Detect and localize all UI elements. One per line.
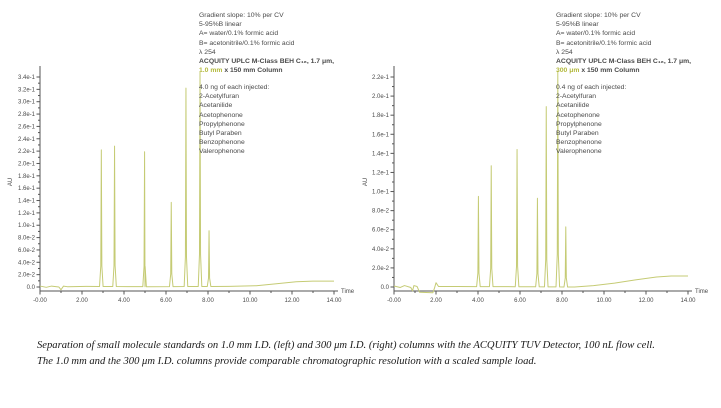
column-id-highlight: 1.0 mm (199, 67, 223, 75)
y-tick-label: 1.4e-1 (18, 199, 36, 205)
y-axis-title: AU (8, 178, 14, 186)
y-tick-label: 3.0e-1 (18, 100, 36, 106)
compound-name: Valerophenone (199, 148, 245, 156)
x-axis-title: Time (695, 289, 709, 295)
y-axis-title: AU (363, 178, 369, 186)
y-tick-label: 8.0e-2 (18, 236, 36, 242)
column-dimension-line: 300 μm x 150 mm Column (556, 66, 691, 75)
caption-line-1: Separation of small molecule standards o… (37, 340, 655, 351)
y-tick-label: 2.4e-1 (18, 137, 36, 143)
condition-line: Gradient slope: 10% per CV (199, 12, 284, 19)
y-tick-label: 2.0e-1 (372, 94, 390, 100)
condition-line: A= water/0.1% formic acid (199, 30, 279, 38)
compound-name: Acetanilide (556, 102, 590, 110)
condition-line: B= acetonitrile/0.1% formic acid (199, 39, 295, 47)
y-tick-label: 2.8e-1 (18, 112, 36, 118)
x-tick-label: 10.00 (242, 298, 258, 304)
caption-line-2: The 1.0 mm and the 300 μm I.D. columns p… (37, 355, 537, 367)
chromatogram-trace (39, 71, 334, 291)
y-tick-label: 6.0e-2 (18, 248, 36, 254)
y-tick-label: 2.2e-1 (18, 149, 36, 155)
compound-name: Acetophenone (199, 111, 243, 119)
compound-name: Propylphenone (556, 120, 602, 128)
right-chart-conditions: Gradient slope: 10% per CV 5-95%B linear A… (556, 11, 691, 75)
x-tick-label: 8.00 (202, 298, 214, 304)
x-tick-label: 2.00 (430, 298, 442, 304)
y-tick-label: 2.0e-2 (372, 266, 390, 272)
compound-name: Butyl Paraben (556, 130, 599, 138)
y-tick-label: 1.6e-1 (18, 186, 36, 192)
x-tick-label: 4.00 (118, 298, 130, 304)
x-tick-label: 4.00 (472, 298, 484, 304)
y-tick-label: 1.2e-1 (372, 170, 390, 176)
x-axis-title: Time (341, 289, 355, 295)
y-tick-label: 2.2e-1 (372, 75, 390, 81)
condition-line: A= water/0.1% formic acid (556, 30, 636, 38)
column-id-rest: x 150 mm Column (579, 67, 640, 75)
y-tick-label: 0.0 (27, 285, 36, 291)
chromatogram-trace (393, 70, 688, 294)
column-dimension-line: 1.0 mm x 150 mm Column (199, 66, 334, 75)
compound-name: 2-Acetylfuran (199, 93, 240, 101)
injection-amount: 4.0 ng of each injected: (199, 84, 270, 91)
y-tick-label: 4.0e-2 (18, 260, 36, 266)
column-id-highlight: 300 μm (556, 67, 580, 75)
figure-caption: Separation of small molecule standards o… (37, 338, 697, 369)
x-tick-label: 8.00 (556, 298, 568, 304)
y-tick-label: 3.4e-1 (18, 75, 36, 81)
x-tick-label: 10.00 (596, 298, 612, 304)
y-tick-label: 8.0e-2 (372, 209, 390, 215)
x-tick-label: -0.00 (387, 298, 401, 304)
chromatogram-plots: -0.00 2.00 4.00 6.00 8.00 10.00 12.00 14.00 Time… (8, 66, 709, 304)
injection-amount: 0.4 ng of each injected: (556, 84, 627, 91)
condition-line: B= acetonitrile/0.1% formic acid (556, 39, 652, 47)
left-chart-sample-list: 4.0 ng of each injected: 2-Acetylfuran Ace… (199, 83, 269, 157)
y-tick-label: 0.0 (381, 285, 390, 291)
condition-line: λ 254 (556, 48, 573, 56)
x-tick-label: 14.00 (326, 298, 342, 304)
condition-line: ACQUITY UPLC M-Class BEH C₁₈, 1.7 μm, (556, 58, 692, 66)
compound-name: Benzophenone (556, 139, 602, 147)
y-tick-label: 2.0e-2 (18, 273, 36, 279)
y-tick-label: 1.0e-1 (18, 223, 36, 229)
compound-name: Butyl Paraben (199, 130, 242, 138)
y-tick-label: 1.2e-1 (18, 211, 36, 217)
column-id-rest: x 150 mm Column (222, 67, 283, 75)
compound-name: Propylphenone (199, 120, 245, 128)
y-tick-label: 2.6e-1 (18, 124, 36, 130)
compound-name: Acetophenone (556, 111, 600, 119)
condition-line: λ 254 (199, 48, 216, 56)
x-tick-label: 2.00 (76, 298, 88, 304)
y-tick-label: 2.0e-1 (18, 161, 36, 167)
compound-name: Acetanilide (199, 102, 233, 110)
y-tick-label: 1.4e-1 (372, 151, 390, 157)
condition-line: ACQUITY UPLC M-Class BEH C₁₈, 1.7 μm, (199, 58, 335, 66)
y-tick-label: 1.8e-1 (372, 113, 390, 119)
condition-line: 5-95%B linear (199, 21, 242, 29)
y-tick-label: 6.0e-2 (372, 228, 390, 234)
x-tick-label: 12.00 (284, 298, 300, 304)
compound-name: Benzophenone (199, 139, 245, 147)
x-tick-label: -0.00 (33, 298, 47, 304)
y-tick-label: 4.0e-2 (372, 247, 390, 253)
x-tick-label: 12.00 (638, 298, 654, 304)
left-chart-conditions: Gradient slope: 10% per CV 5-95%B linear A… (199, 11, 334, 75)
y-tick-label: 1.6e-1 (372, 132, 390, 138)
left-chromatogram: -0.00 2.00 4.00 6.00 8.00 10.00 12.00 14.00 Time… (8, 66, 355, 304)
right-chart-sample-list: 0.4 ng of each injected: 2-Acetylfuran Ace… (556, 83, 626, 157)
condition-line: 5-95%B linear (556, 21, 599, 29)
x-tick-label: 6.00 (160, 298, 172, 304)
compound-name: Valerophenone (556, 148, 602, 156)
y-tick-label: 1.0e-1 (372, 190, 390, 196)
y-tick-label: 3.2e-1 (18, 87, 36, 93)
right-chromatogram: -0.00 2.00 4.00 6.00 8.00 10.00 12.00 14.00 Time… (363, 66, 709, 304)
x-tick-label: 14.00 (680, 298, 696, 304)
x-tick-label: 6.00 (514, 298, 526, 304)
compound-name: 2-Acetylfuran (556, 93, 597, 101)
y-tick-label: 1.8e-1 (18, 174, 36, 180)
condition-line: Gradient slope: 10% per CV (556, 12, 641, 19)
